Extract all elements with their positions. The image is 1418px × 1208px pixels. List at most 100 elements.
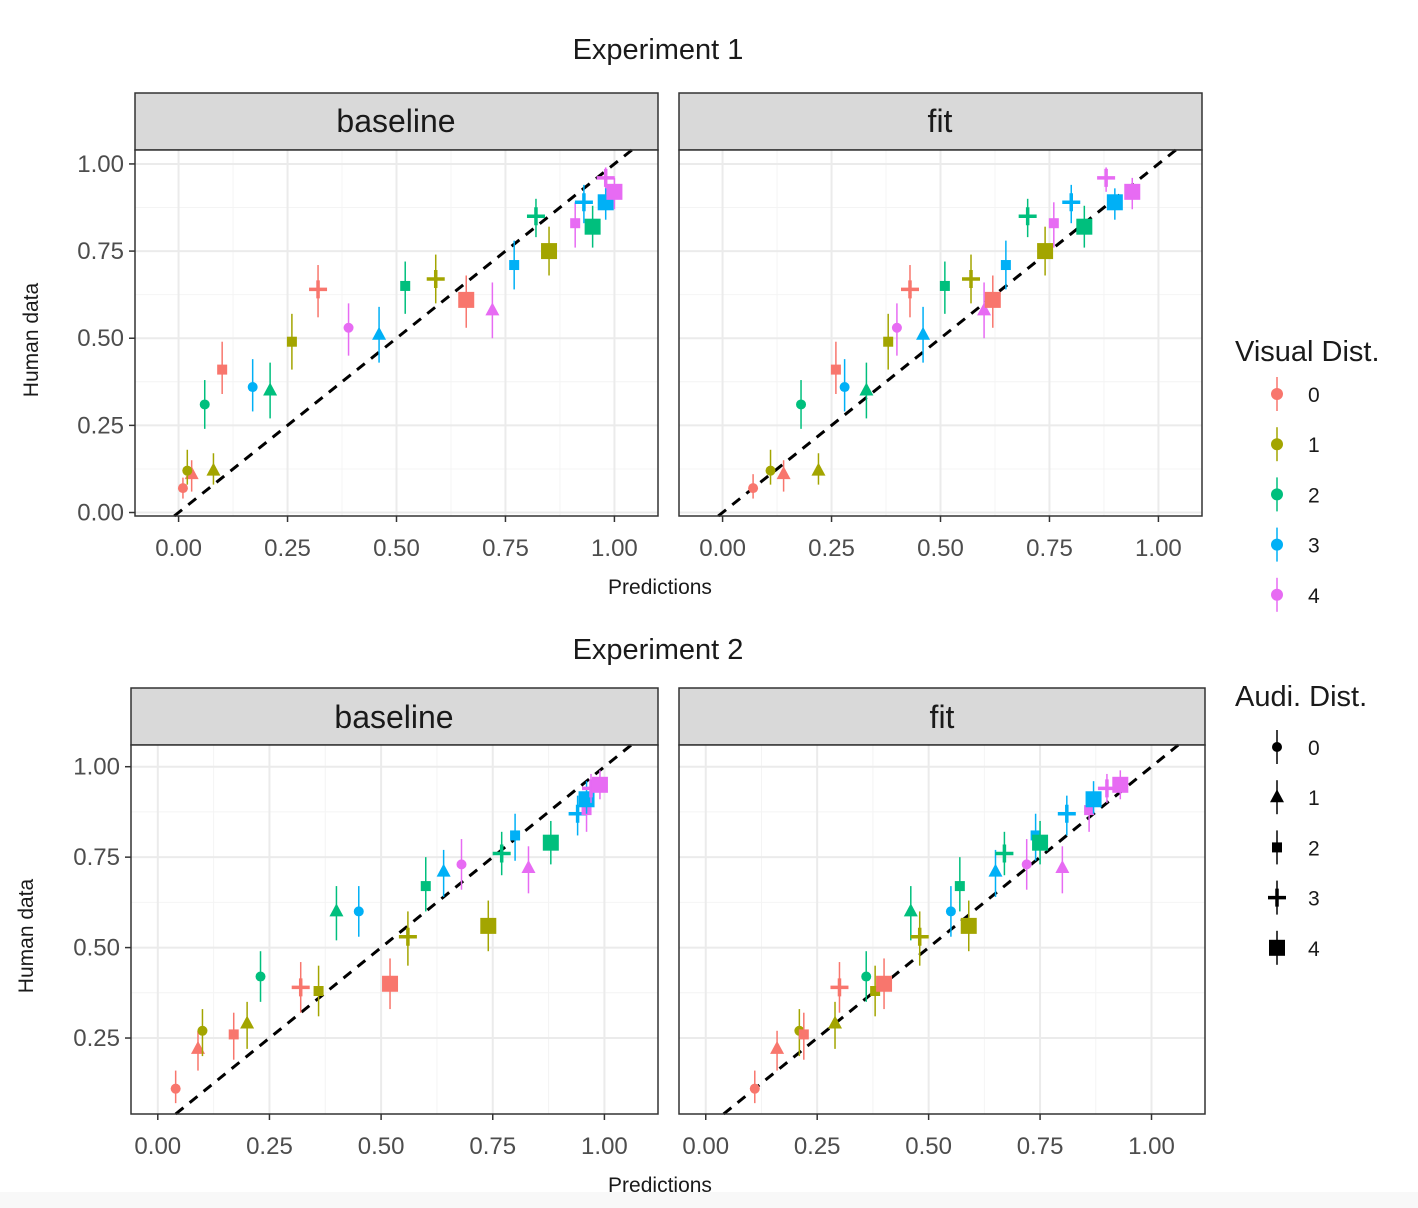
x-tick-label: 0.50 (917, 535, 964, 562)
legend-key-point (1271, 588, 1283, 601)
data-point-circle (343, 322, 354, 333)
data-point-small-square (400, 280, 411, 291)
x-tick-label: 1.00 (1135, 535, 1182, 562)
data-point-big-square (960, 917, 977, 934)
data-point-circle (1021, 859, 1032, 870)
data-point-small-square (870, 986, 881, 996)
data-point-small-square (217, 364, 228, 375)
legend-label: 4 (1308, 938, 1320, 961)
x-tick-label: 0.75 (482, 535, 529, 562)
data-point-cross (830, 978, 849, 997)
data-point-triangle (436, 863, 451, 877)
x-tick-label: 0.75 (1026, 535, 1073, 562)
x-tick-label: 0.50 (905, 1133, 952, 1160)
x-axis-title: Predictions (608, 1174, 712, 1197)
data-point-circle (255, 971, 266, 982)
experiment-1-title: Experiment 1 (573, 34, 744, 66)
data-point-big-square (1112, 776, 1129, 793)
data-point-small-square (570, 218, 581, 229)
x-tick-label: 0.50 (358, 1133, 405, 1160)
data-point-triangle (206, 462, 221, 476)
data-point-cross (492, 844, 511, 863)
y-tick-label: 0.00 (77, 500, 124, 527)
data-point-cross (1097, 168, 1116, 187)
x-tick-label: 0.75 (469, 1133, 516, 1160)
data-point-cross (900, 280, 919, 299)
data-point-small-square (1048, 218, 1059, 229)
data-point-circle (247, 382, 258, 393)
facet-label-fit: fit (930, 699, 955, 735)
data-point-circle (199, 399, 210, 410)
legend-label: 1 (1308, 434, 1320, 457)
x-tick-label: 0.00 (134, 1133, 181, 1160)
legend-key-point (1271, 488, 1283, 501)
x-tick-label: 1.00 (1128, 1133, 1175, 1160)
data-point-big-square (541, 243, 558, 260)
facet-label-fit: fit (928, 103, 953, 139)
legend-label: 0 (1308, 737, 1320, 760)
facet-label-baseline: baseline (334, 699, 453, 735)
identity-line (174, 743, 633, 1116)
legend-key-big-square-icon (1269, 939, 1285, 956)
y-axis-title: Human data (15, 878, 38, 993)
data-point-cross (962, 269, 981, 288)
y-tick-label: 0.50 (77, 325, 124, 352)
data-point-big-square (542, 834, 559, 851)
legend-key-circle-icon (1272, 742, 1282, 752)
data-point-small-square (939, 280, 950, 291)
data-point-circle (839, 382, 850, 393)
data-point-big-square (584, 218, 601, 235)
data-point-cross (1062, 193, 1081, 212)
data-point-cross (596, 168, 615, 187)
panel-exp2-fit: 0.00 0.25 0.50 0.75 1.00 (678, 743, 1206, 1160)
y-axis-title: Human data (20, 282, 43, 397)
strip-exp1-baseline (134, 92, 659, 151)
data-point-circle (945, 906, 956, 917)
legend-key-small-square-icon (1272, 842, 1282, 853)
data-point-triangle (263, 382, 278, 396)
data-point-circle (197, 1025, 208, 1036)
data-point-big-square (1037, 243, 1054, 260)
data-point-cross (910, 927, 929, 946)
data-point-circle (796, 399, 807, 410)
data-point-triangle (372, 326, 387, 340)
data-point-big-square (984, 291, 1001, 308)
identity-line (173, 148, 633, 518)
bottom-bar (0, 1192, 1418, 1208)
data-point-small-square (509, 260, 520, 271)
legend-key-cross-icon (1268, 888, 1286, 907)
data-point-small-square (510, 830, 521, 841)
y-tick-label: 0.75 (73, 844, 120, 871)
data-point-cross (398, 927, 417, 946)
data-point-cross (526, 207, 545, 226)
data-point-big-square (1124, 183, 1141, 200)
data-point-circle (861, 971, 872, 982)
data-point-triangle (240, 1015, 255, 1029)
x-tick-label: 1.00 (581, 1133, 628, 1160)
x-tick-label: 0.00 (155, 535, 202, 562)
data-point-small-square (286, 336, 297, 347)
legend-label: 2 (1308, 484, 1320, 507)
legend-label: 4 (1308, 585, 1320, 608)
data-point-triangle (329, 903, 344, 917)
data-point-big-square (1106, 194, 1123, 211)
legend-label: 3 (1308, 888, 1320, 911)
legend-label: 1 (1308, 787, 1320, 810)
data-point-circle (170, 1083, 181, 1094)
data-point-cross (426, 269, 445, 288)
data-point-small-square (228, 1029, 239, 1040)
legend-key-point (1271, 538, 1283, 551)
x-tick-label: 0.00 (682, 1133, 729, 1160)
data-point-triangle (903, 903, 918, 917)
y-tick-label: 0.75 (77, 238, 124, 265)
legend-audi-dist: 0 1 2 3 4 (1268, 730, 1320, 965)
data-point-big-square (382, 975, 399, 992)
data-point-triangle (977, 302, 992, 316)
strip-exp2-baseline (130, 687, 659, 746)
x-tick-label: 1.00 (591, 535, 638, 562)
data-point-circle (456, 859, 467, 870)
data-point-big-square (1085, 791, 1102, 808)
legend-key-point (1271, 388, 1283, 400)
x-tick-label: 0.25 (264, 535, 311, 562)
data-point-big-square (606, 183, 623, 200)
